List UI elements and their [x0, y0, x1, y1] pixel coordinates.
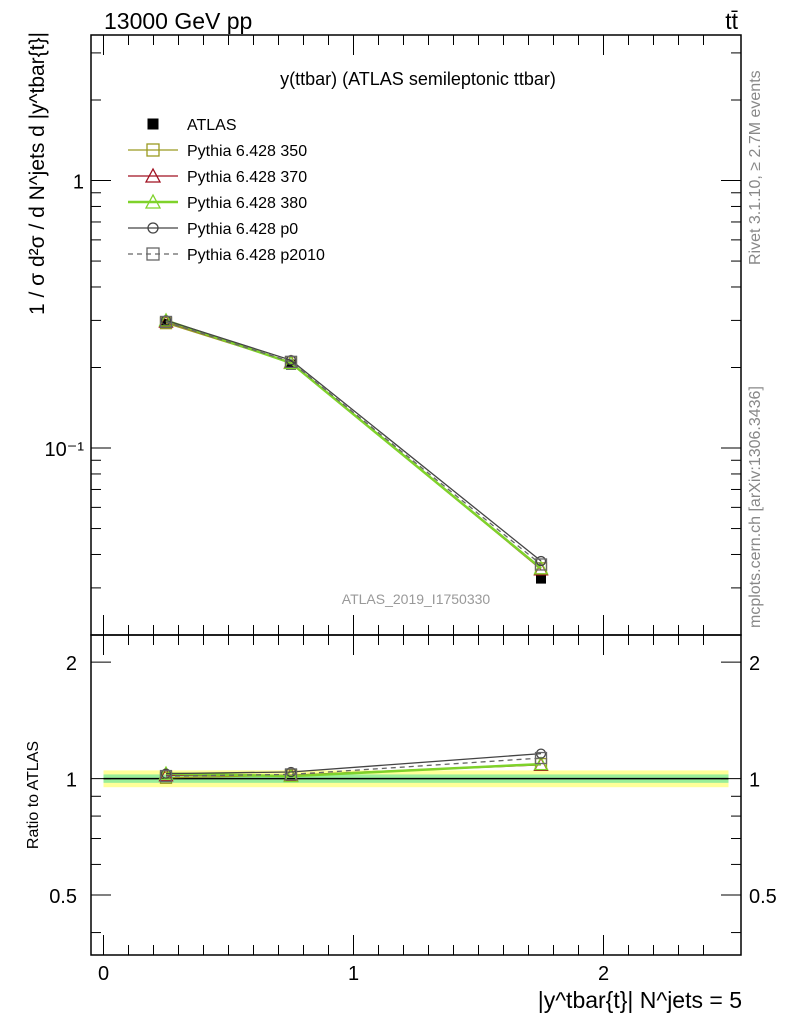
series-4	[158, 312, 549, 575]
main-y-tick-label: 1	[73, 172, 84, 194]
ratio-data-point	[534, 751, 548, 765]
header-left: 13000 GeV pp	[104, 8, 252, 34]
series-2	[159, 316, 548, 575]
data-point	[159, 315, 173, 329]
legend-label: Pythia 6.428 p2010	[187, 247, 325, 264]
mcplots-label: mcplots.cern.ch [arXiv:1306.3436]	[747, 386, 764, 628]
legend-marker	[146, 143, 160, 157]
ratio-series-5	[159, 751, 548, 783]
x-tick-label: 2	[598, 963, 609, 985]
header-right: tt̄	[725, 8, 738, 34]
x-tick-label: 0	[98, 963, 109, 985]
legend-label: Pythia 6.428 350	[187, 143, 307, 160]
watermark-label: ATLAS_2019_I1750330	[342, 591, 491, 607]
data-point	[284, 355, 298, 368]
legend-item: Pythia 6.428 p2010	[128, 247, 325, 264]
ratio-data-point	[160, 768, 172, 779]
ratio-data-point	[159, 769, 173, 783]
legend: ATLAS Pythia 6.428 350 Pythia 6.428 370 Pyt…	[128, 117, 325, 264]
series-3	[158, 313, 549, 576]
legend-item: ATLAS	[147, 117, 237, 134]
legend-marker	[144, 167, 162, 183]
data-point	[533, 560, 549, 575]
legend-marker	[144, 193, 162, 209]
ratio-y-tick-label: 0.5	[49, 886, 77, 908]
legend-item: Pythia 6.428 380	[128, 193, 307, 212]
main-plot-panel: 10⁻¹ 1 y(ttbar) (ATLAS semileptonic ttbar…	[26, 32, 742, 636]
main-plot-title: y(ttbar) (ATLAS semileptonic ttbar)	[280, 69, 556, 89]
ratio-data-point	[535, 748, 547, 759]
ratio-y-tick-label-right: 2	[749, 653, 760, 675]
series-line	[165, 320, 542, 570]
series-line	[165, 321, 542, 565]
legend-item: Pythia 6.428 p0	[128, 221, 298, 238]
data-point	[535, 555, 547, 567]
data-point	[534, 558, 548, 571]
series-1	[161, 318, 546, 584]
legend-marker	[147, 222, 159, 234]
x-tick-label: 1	[348, 963, 359, 985]
ratio-plot-frame	[90, 634, 742, 956]
main-y-tick-label: 10⁻¹	[45, 439, 85, 461]
main-y-axis-label: 1 / σ d²σ / d N^jets d |y^tbar{t}|	[26, 32, 49, 315]
ratio-series-line	[165, 757, 542, 777]
x-axis-label: |y^tbar{t}| N^jets = 5	[538, 987, 742, 1013]
rivet-label: Rivet 3.1.10, ≥ 2.7M events	[747, 70, 764, 265]
series-5	[160, 315, 547, 567]
legend-label: ATLAS	[187, 117, 237, 134]
legend-item: Pythia 6.428 350	[128, 143, 307, 160]
legend-label: Pythia 6.428 370	[187, 169, 307, 186]
legend-label: Pythia 6.428 p0	[187, 221, 298, 238]
ratio-y-tick-label: 1	[66, 770, 77, 792]
series-line	[165, 322, 542, 569]
ratio-y-tick-label-right: 1	[749, 770, 760, 792]
series-line	[165, 319, 542, 570]
ratio-plot-panel: 0.5 0.5 1 1 2 2 0 1 2 Ratio to ATLAS |y^tbar{t}|…	[25, 634, 777, 1013]
series-line	[165, 319, 542, 562]
ratio-data-point	[285, 766, 297, 778]
ratio-data-point	[284, 768, 298, 781]
ratio-y-axis-label: Ratio to ATLAS	[25, 741, 42, 849]
ratio-series-line	[165, 752, 542, 775]
legend-marker	[146, 247, 160, 261]
series-6	[159, 315, 548, 571]
legend-marker	[147, 118, 159, 130]
legend-item: Pythia 6.428 370	[128, 167, 307, 186]
data-point	[158, 312, 174, 327]
ratio-y-tick-label-right: 0.5	[749, 886, 777, 908]
ratio-y-tick-label: 2	[66, 653, 77, 675]
legend-label: Pythia 6.428 380	[187, 195, 307, 212]
ratio-series-4	[160, 748, 547, 779]
